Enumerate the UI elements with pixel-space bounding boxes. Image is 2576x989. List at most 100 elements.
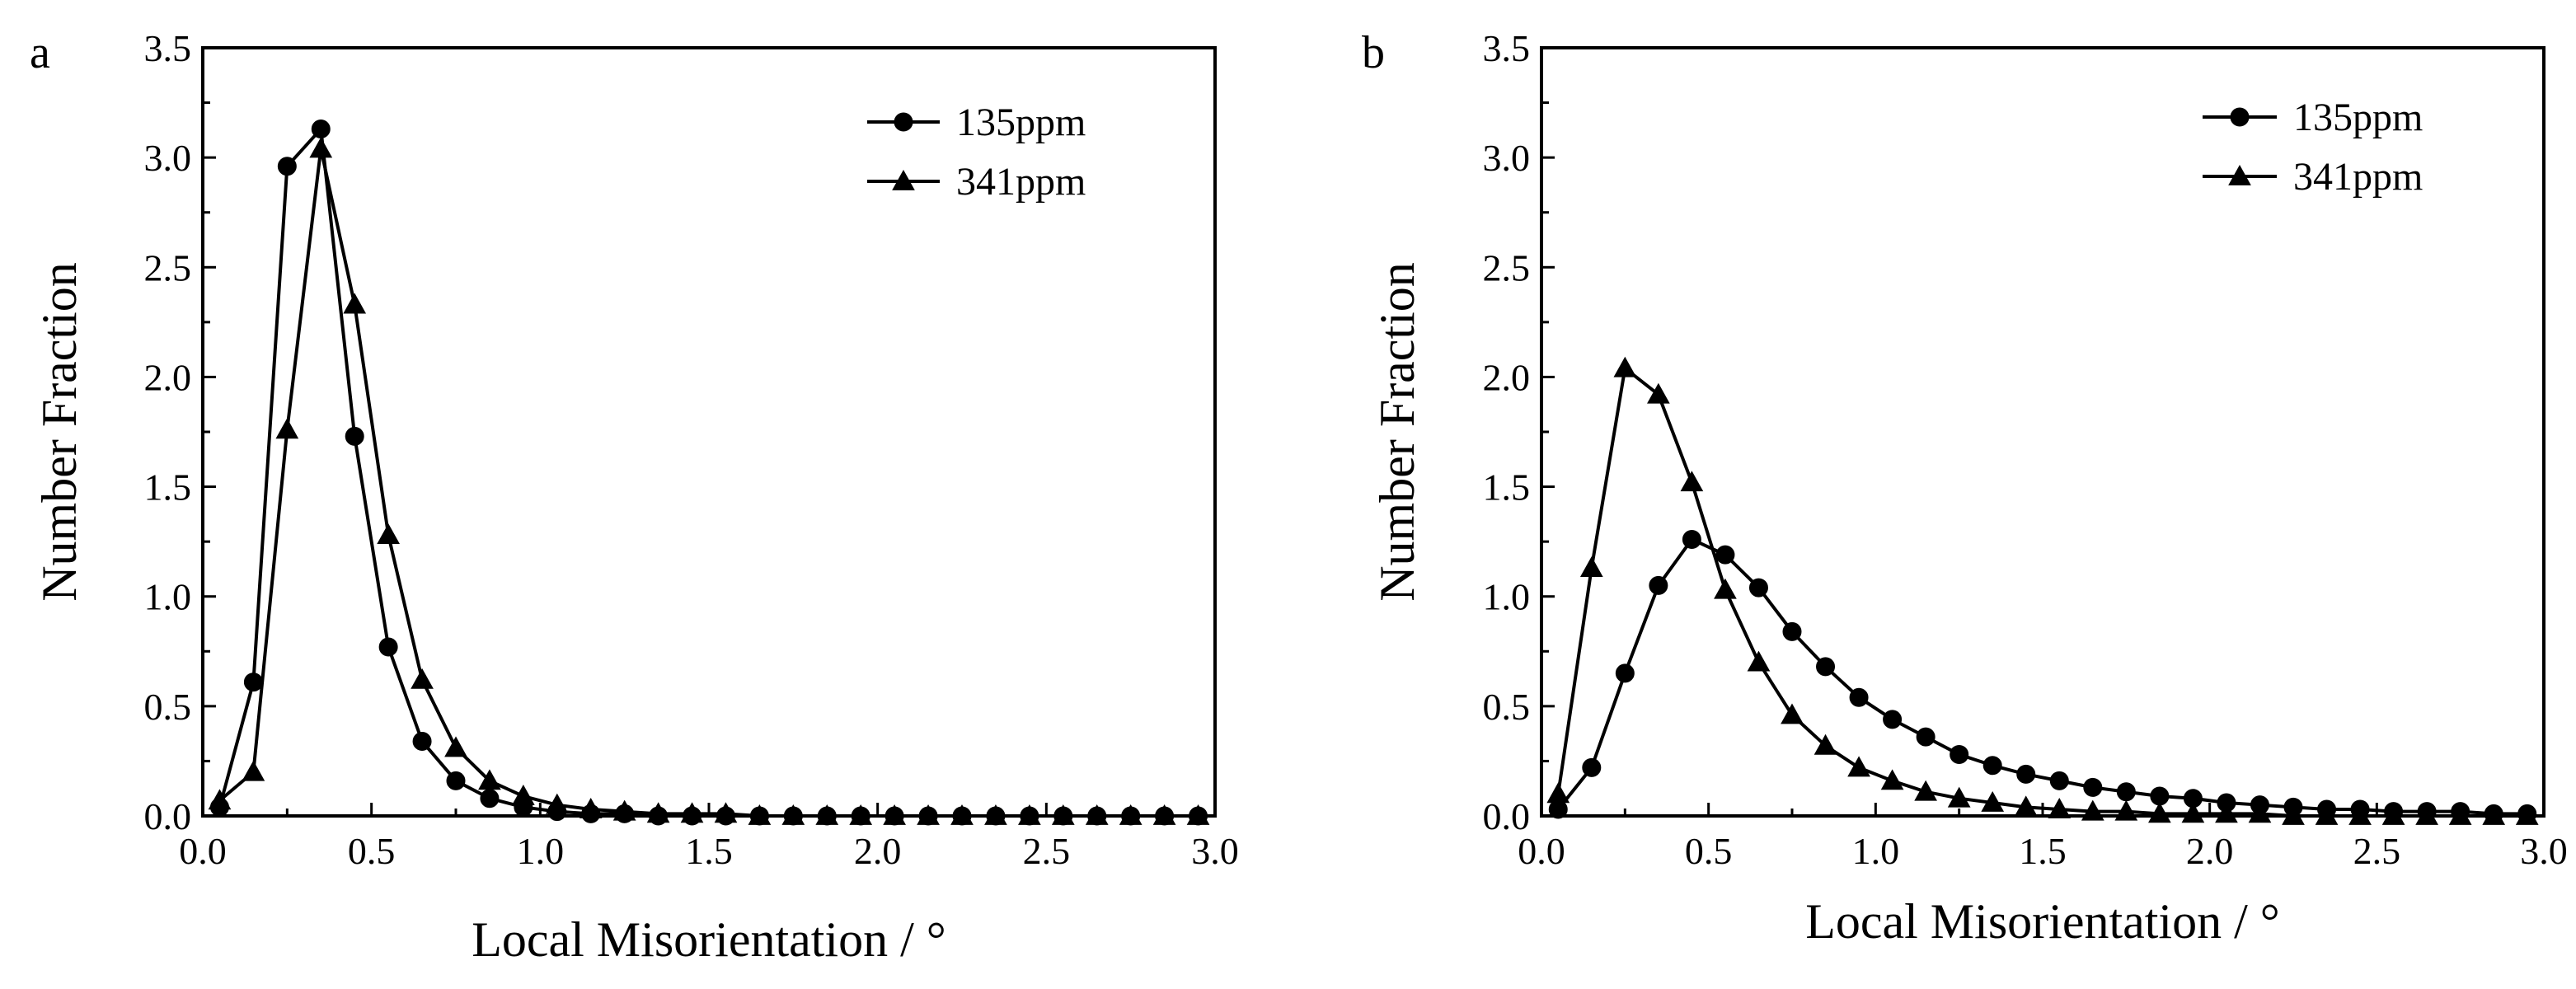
y-tick-label: 0.5: [144, 686, 192, 728]
data-point-341ppm: [2282, 804, 2305, 825]
data-point-135ppm: [1715, 545, 1735, 565]
x-axis-title: Local Misorientation / °: [1805, 894, 2280, 949]
x-tick-label: 3.0: [1191, 830, 1239, 872]
x-tick-label: 2.0: [2186, 830, 2234, 872]
data-point-341ppm: [242, 760, 265, 781]
data-point-341ppm: [1847, 756, 1870, 777]
y-axis-title: Number Fraction: [32, 262, 87, 602]
y-tick-label: 2.5: [1483, 246, 1531, 288]
legend-label: 341ppm: [956, 160, 1086, 204]
data-point-341ppm: [1981, 790, 2005, 812]
y-tick-label: 0.0: [144, 795, 192, 837]
data-point-341ppm: [612, 799, 636, 821]
data-point-341ppm: [1579, 556, 1603, 577]
data-point-341ppm: [1085, 804, 1109, 825]
series-line-135ppm: [1556, 537, 2527, 816]
y-tick-label: 2.0: [144, 356, 192, 398]
data-point-135ppm: [1950, 744, 1969, 764]
chart-panel-b: b 0.0 0.5 1.0 1.5 2.0 2.5 3.0 0.0 0.5 1.0 1.5 2.0 2.5…: [1362, 27, 2568, 949]
y-tick-label: 1.5: [1483, 466, 1531, 509]
data-point-135ppm: [1849, 687, 1869, 707]
x-tick-label: 0.0: [1518, 830, 1565, 872]
data-point-341ppm: [2181, 802, 2205, 823]
x-tick-label: 1.5: [685, 830, 733, 872]
data-point-341ppm: [950, 804, 974, 825]
data-point-341ppm: [309, 137, 333, 158]
data-point-341ppm: [714, 802, 738, 823]
data-point-341ppm: [2014, 795, 2038, 817]
data-point-341ppm: [343, 293, 367, 314]
data-point-341ppm: [1647, 382, 1670, 404]
data-point-341ppm: [1747, 650, 1771, 672]
data-point-341ppm: [748, 804, 772, 825]
data-point-135ppm: [480, 789, 500, 809]
data-point-341ppm: [849, 804, 873, 825]
data-point-341ppm: [579, 797, 603, 818]
data-point-341ppm: [2482, 804, 2506, 825]
data-point-135ppm: [2116, 782, 2136, 802]
y-tick-label: 1.5: [144, 466, 192, 509]
y-tick-label: 0.5: [1483, 686, 1531, 728]
data-point-341ppm: [2448, 804, 2472, 825]
data-point-135ppm: [2083, 777, 2103, 797]
data-point-135ppm: [277, 157, 297, 176]
data-point-341ppm: [1680, 471, 1704, 492]
data-point-341ppm: [984, 804, 1007, 825]
y-tick-label: 1.0: [144, 576, 192, 618]
legend-label: 341ppm: [2293, 155, 2423, 199]
x-tick-label: 1.0: [517, 830, 565, 872]
x-tick-label: 3.0: [2520, 830, 2568, 872]
data-point-341ppm: [1814, 734, 1837, 755]
data-point-135ppm: [1649, 575, 1668, 595]
data-point-341ppm: [377, 523, 400, 545]
data-point-341ppm: [2381, 804, 2405, 825]
legend-marker: [894, 112, 913, 132]
data-point-341ppm: [2215, 802, 2238, 823]
data-point-341ppm: [2315, 804, 2339, 825]
data-point-135ppm: [1916, 727, 1936, 747]
data-point-135ppm: [1816, 657, 1836, 677]
y-tick-label: 2.5: [144, 246, 192, 288]
data-point-341ppm: [444, 736, 467, 757]
data-point-341ppm: [781, 804, 805, 825]
data-point-135ppm: [378, 637, 398, 657]
data-point-341ppm: [2248, 802, 2272, 823]
data-point-341ppm: [646, 802, 670, 823]
data-point-135ppm: [2016, 764, 2036, 784]
y-tick-label: 3.5: [144, 27, 192, 69]
data-point-135ppm: [311, 120, 331, 139]
series-line-341ppm: [1556, 366, 2527, 818]
data-point-135ppm: [1582, 757, 1602, 777]
legend-entry-341ppm: 341ppm: [2203, 155, 2423, 199]
legend-entry-135ppm: 135ppm: [867, 101, 1086, 144]
y-tick-label: 0.0: [1483, 795, 1531, 837]
data-point-341ppm: [680, 802, 704, 823]
data-point-341ppm: [1947, 786, 1971, 808]
data-point-341ppm: [512, 785, 535, 805]
y-axis-title: Number Fraction: [1370, 262, 1424, 602]
x-axis-title: Local Misorientation / °: [472, 912, 946, 967]
data-point-341ppm: [815, 804, 839, 825]
data-point-341ppm: [545, 793, 569, 814]
data-point-341ppm: [1714, 578, 1737, 599]
data-point-135ppm: [243, 673, 263, 692]
panel-letter: a: [30, 27, 50, 78]
series-341ppm: [208, 137, 1210, 825]
x-tick-label: 2.5: [1023, 830, 1071, 872]
data-point-341ppm: [1018, 804, 1041, 825]
x-tick-label: 0.5: [1685, 830, 1733, 872]
data-point-341ppm: [1051, 804, 1075, 825]
data-point-135ppm: [1748, 578, 1768, 598]
x-tick-label: 0.0: [179, 830, 227, 872]
data-point-341ppm: [2415, 804, 2438, 825]
series-line-135ppm: [218, 127, 1199, 818]
data-point-341ppm: [2148, 802, 2171, 823]
x-tick-label: 2.5: [2353, 830, 2401, 872]
data-point-341ppm: [1546, 782, 1570, 804]
legend-entry-135ppm: 135ppm: [2203, 96, 2423, 139]
data-point-341ppm: [2048, 797, 2072, 818]
data-point-341ppm: [2081, 799, 2104, 821]
series-line-341ppm: [218, 147, 1199, 818]
x-tick-label: 0.5: [348, 830, 396, 872]
